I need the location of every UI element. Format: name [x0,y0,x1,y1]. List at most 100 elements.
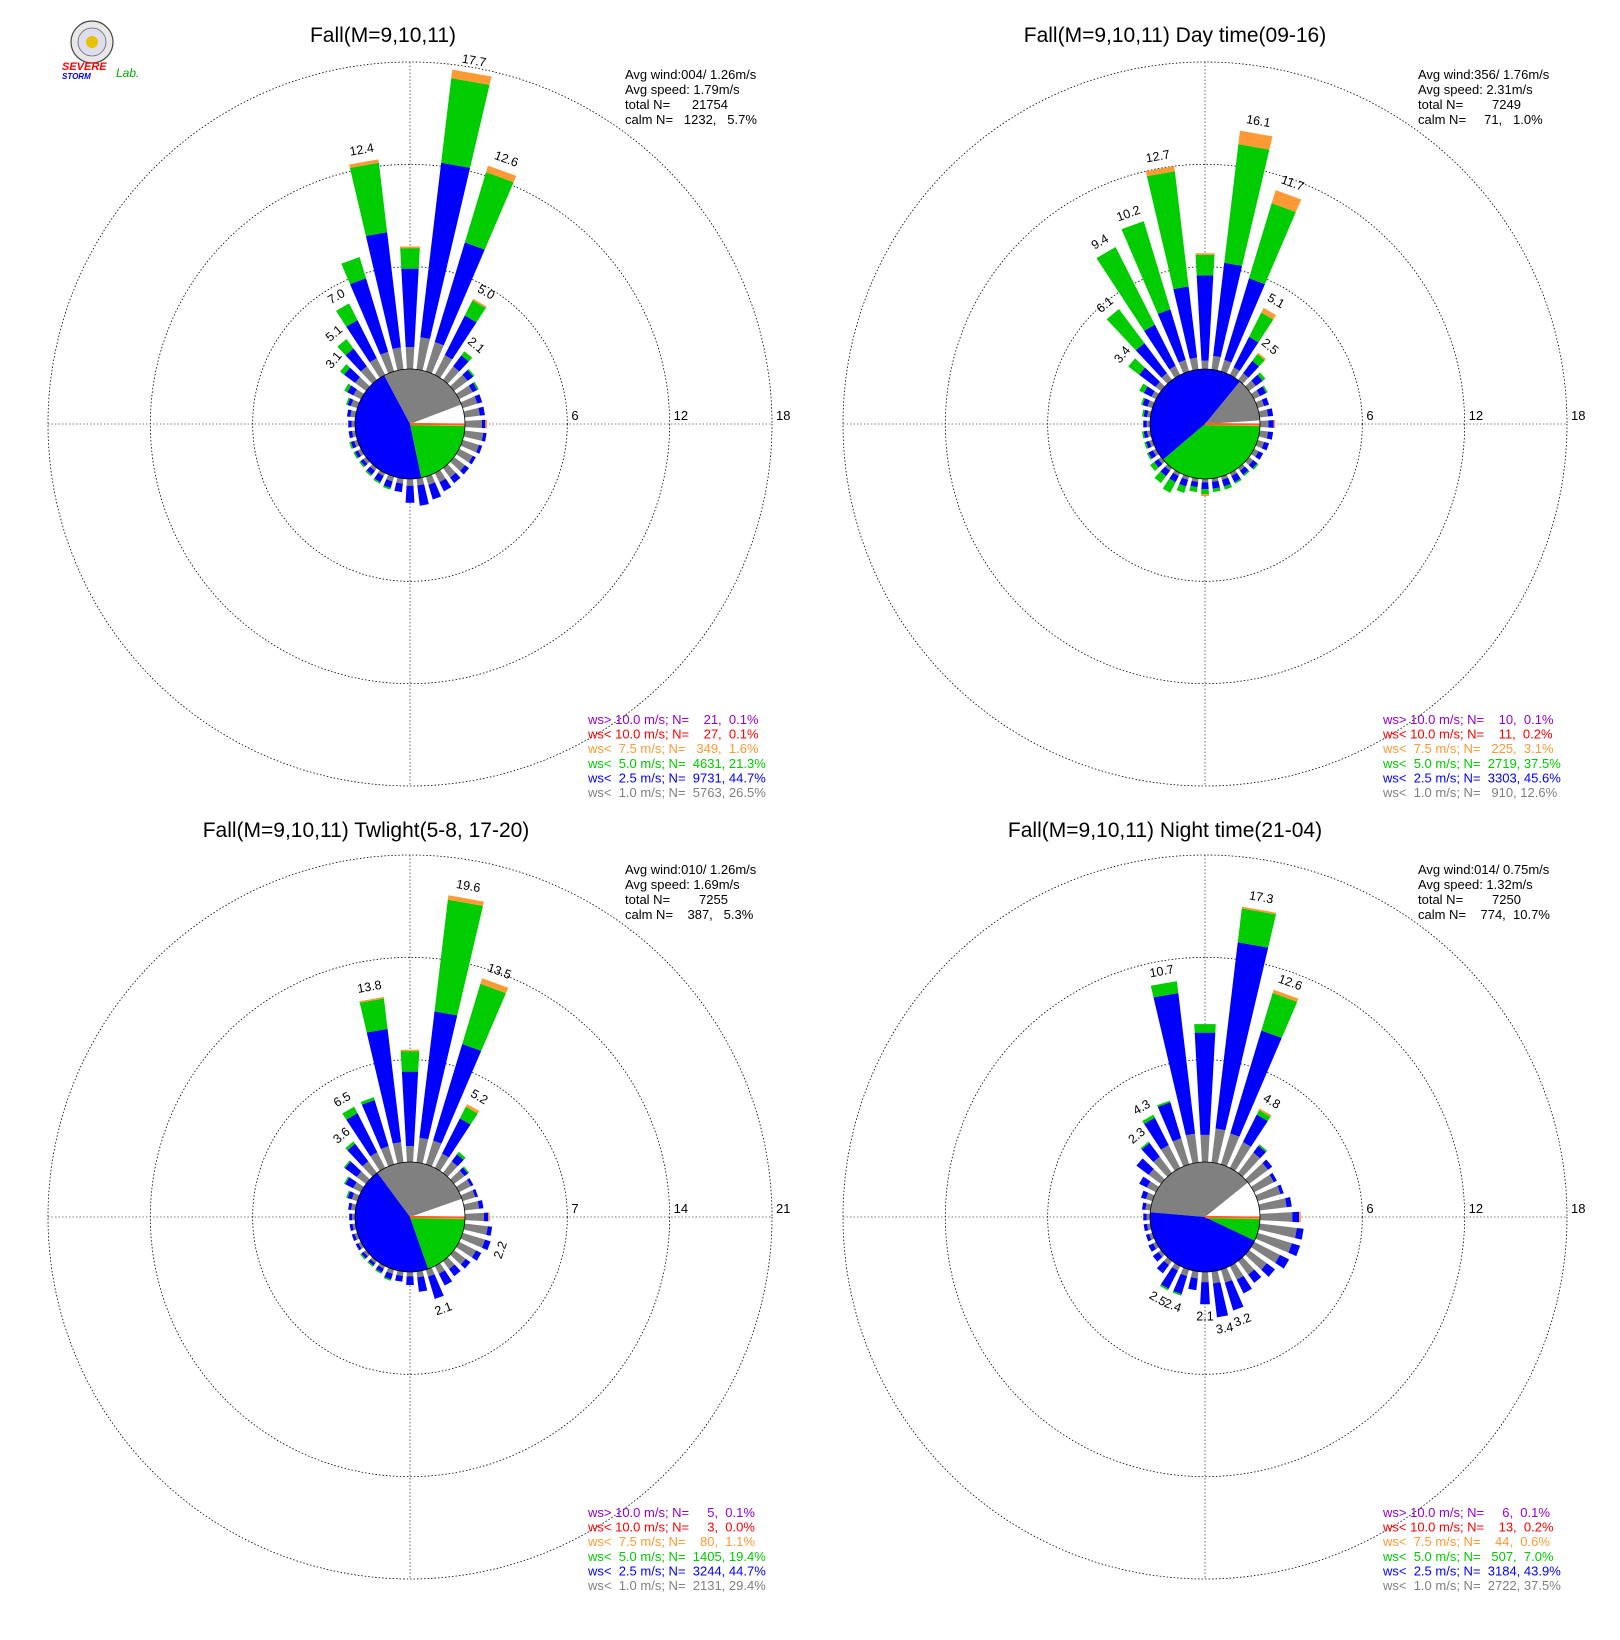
sector-bar-segment [468,382,478,393]
sector-bars [1136,906,1304,1318]
sector-bar-segment [1161,373,1173,384]
logo-text-bottom: STORM [62,72,91,81]
sector-bar-segment [350,399,360,409]
sector-bar-segment [1259,1108,1272,1117]
sector-bar-segment [1169,365,1181,378]
center-pie [1149,368,1261,480]
sector-bar-segment [350,440,357,449]
sector-bar-segment [1153,993,1196,1136]
sector-bar-segment [442,464,456,478]
panel-title: Fall(M=9,10,11) [310,24,456,47]
sector-bar-segment [367,1261,374,1267]
sector-bar-segment [348,420,352,428]
total-count-text: total N= 7249 [1418,97,1521,112]
sector-bar-segment [366,466,376,475]
sector-value-label: 2.1 [433,1299,454,1318]
sector-bar-segment [438,1270,453,1286]
legend-entry: ws< 7.5 m/s; N= 44, 0.6% [1382,1534,1550,1549]
sector-bar-segment [1148,1168,1165,1185]
sector-bar-segment [456,1179,471,1193]
sector-bar-segment [1141,431,1145,439]
legend-entry: ws< 1.0 m/s; N= 910, 12.6% [1382,785,1558,800]
sector-bar-segment [1180,1267,1190,1277]
sector-bar-segment [400,1051,420,1072]
sector-bar-segment [477,1200,484,1209]
sector-bar-segment [346,409,352,417]
sector-bar-segment [1262,385,1268,394]
sector-value-label: 11.7 [1279,173,1306,194]
sector-bar-segment [346,320,377,363]
sector-bar-segment [346,1113,378,1157]
sector-bar-segment [1153,1156,1173,1177]
sector-bar-segment [1181,474,1190,480]
sector-bar-segment [1215,942,1269,1131]
panel-title: Fall(M=9,10,11) Night time(21-04) [1008,819,1322,842]
sector-bar-segment [1179,477,1189,487]
sector-bar-segment [1237,1152,1261,1177]
sector-bar-segment [1201,478,1209,483]
sector-bar-segment [1252,354,1265,367]
sector-bar-segment [351,420,356,428]
sector-bar-segment [1299,1211,1301,1223]
sector-bar-segment [473,381,479,390]
sector-bar-segment [456,385,473,400]
sector-bar-segment [1143,409,1149,418]
sector-bar-segment [1239,466,1249,475]
legend-entry: ws> 10.0 m/s; N= 6, 0.1% [1382,1505,1550,1520]
sector-bar-segment [1152,1251,1163,1262]
sector-bar-segment [450,456,465,471]
panel-title: Fall(M=9,10,11) Day time(09-16) [1024,24,1326,47]
sector-bar-segment [347,385,357,396]
sector-value-label: 2.3 [1126,1125,1148,1147]
sector-bar-segment [467,368,475,377]
sector-bar-segment [392,1142,404,1164]
legend-entry: ws< 2.5 m/s; N= 3184, 43.9% [1382,1563,1561,1578]
sector-bar-segment [344,383,352,393]
sector-bar-segment [340,364,351,375]
legend-entry: ws> 10.0 m/s; N= 5, 0.1% [587,1505,755,1520]
sector-bar-segment [1255,1232,1292,1253]
sector-bar-segment [1190,480,1199,488]
sector-bar-segment [1243,360,1259,378]
sector-bar-segment [463,407,480,418]
sector-bar-segment [1154,458,1163,468]
sector-bar-segment [1157,309,1186,363]
sector-bar-segment [463,1223,488,1235]
sector-bar-segment [1144,441,1149,450]
sector-bar-segment [450,1249,466,1265]
legend-entry: ws< 10.0 m/s; N= 13, 0.2% [1382,1520,1554,1535]
sector-bar-segment [1292,1211,1300,1223]
sector-bar-segment [351,1193,360,1202]
sector-value-label: 17.7 [461,52,487,70]
sector-bar-segment [349,1223,354,1231]
sector-bar-segment [1213,262,1243,358]
sector-bar-segment [442,1257,455,1270]
sector-bar-segment [359,996,384,1003]
sector-bar-segment [1141,1202,1147,1210]
sector-bar-segment [1121,221,1171,314]
lab-logo: SEVERE STORM Lab. [62,20,139,81]
sector-bar-segment [1128,358,1146,375]
sector-value-label: 12.4 [348,141,374,159]
sector-bar-segment [1234,478,1242,484]
sector-bar-segment [1201,1271,1209,1283]
sector-bar-segment [406,478,414,486]
sector-bar-segment [1224,1280,1244,1311]
sector-bar-segment [1231,472,1241,483]
sector-bar-segment [1201,482,1209,490]
sector-bar-segment [449,1264,461,1277]
sector-bar-segment [1245,456,1254,466]
sector-bar-segment [1252,463,1259,470]
sector-bar-segment [384,1271,393,1280]
sector-bar-segment [1178,359,1190,374]
sector-bar-segment [1201,360,1209,370]
sector-bar-segment [1158,456,1165,464]
sector-bar-segment [1249,312,1274,343]
sector-bar-segment [1233,336,1259,371]
pie-outline [1149,368,1261,480]
sector-bar-segment [1220,359,1232,374]
sector-bar-segment [394,482,403,493]
sector-bar-segment [1258,1144,1268,1153]
sector-bar-segment [488,1212,490,1222]
sector-bar-segment [360,1253,366,1260]
